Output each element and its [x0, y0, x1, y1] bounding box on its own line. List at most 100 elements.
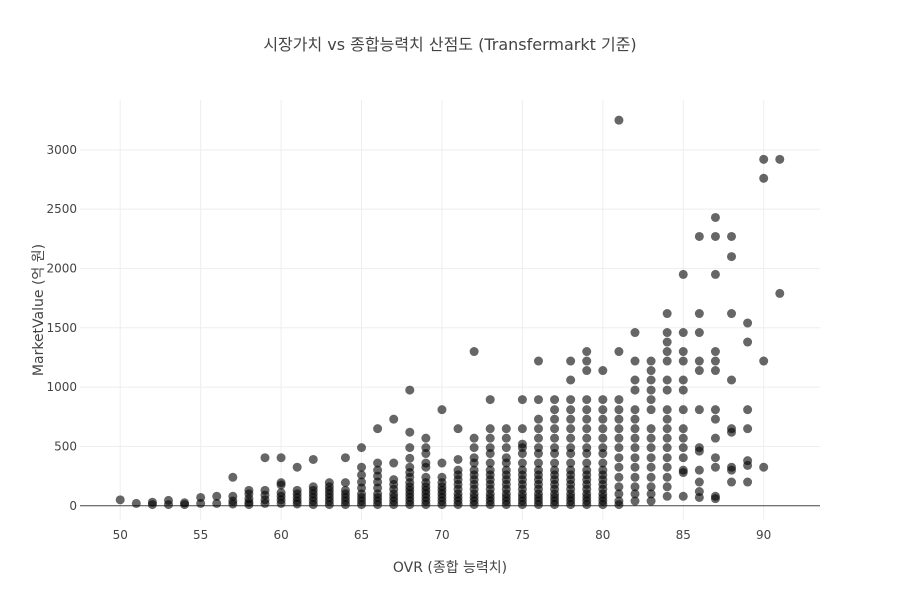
data-point	[630, 385, 640, 395]
data-point	[566, 356, 576, 366]
data-point	[710, 347, 720, 357]
data-point	[678, 424, 688, 434]
data-point	[566, 449, 576, 459]
data-point	[582, 347, 592, 357]
data-point	[485, 500, 495, 510]
data-point	[727, 231, 737, 241]
data-point	[614, 347, 624, 357]
data-point	[453, 424, 463, 434]
data-point	[517, 458, 527, 468]
data-point	[340, 478, 350, 488]
data-point	[485, 395, 495, 405]
data-point	[710, 231, 720, 241]
data-point	[710, 366, 720, 376]
data-point	[566, 395, 576, 405]
data-point	[614, 472, 624, 482]
data-point	[614, 115, 624, 125]
data-point	[517, 449, 527, 459]
data-point	[646, 356, 656, 366]
data-point	[180, 500, 190, 510]
data-point	[469, 347, 479, 357]
data-point	[292, 462, 302, 472]
data-point	[276, 480, 286, 490]
data-point	[582, 449, 592, 459]
data-point	[694, 446, 704, 456]
data-point	[710, 212, 720, 222]
data-point	[405, 453, 415, 463]
data-point	[582, 356, 592, 366]
x-axis-title: OVR (종합 능력치)	[393, 560, 507, 576]
data-point	[710, 494, 720, 504]
data-point	[566, 433, 576, 443]
data-point	[244, 500, 254, 510]
data-point	[775, 288, 785, 298]
data-point	[212, 491, 222, 501]
data-point	[598, 414, 608, 424]
data-point	[485, 424, 495, 434]
data-point	[501, 424, 511, 434]
data-point	[694, 366, 704, 376]
data-point	[566, 458, 576, 468]
data-point	[646, 482, 656, 492]
data-point	[501, 443, 511, 453]
x-tick-label: 65	[354, 528, 369, 542]
data-point	[662, 433, 672, 443]
data-point	[533, 433, 543, 443]
data-point	[614, 482, 624, 492]
data-point	[533, 395, 543, 405]
data-point	[727, 477, 737, 487]
data-point	[694, 231, 704, 241]
data-point	[759, 173, 769, 183]
data-point	[405, 443, 415, 453]
data-point	[550, 433, 560, 443]
data-point	[533, 424, 543, 434]
data-point	[533, 458, 543, 468]
data-point	[678, 269, 688, 279]
data-point	[662, 337, 672, 347]
x-tick-label: 50	[113, 528, 128, 542]
data-point	[550, 449, 560, 459]
x-tick-label: 85	[676, 528, 691, 542]
data-point	[421, 462, 431, 472]
data-points	[115, 115, 785, 510]
data-point	[357, 500, 367, 510]
data-point	[453, 454, 463, 464]
data-point	[630, 472, 640, 482]
data-point	[276, 498, 286, 508]
data-point	[260, 453, 270, 463]
data-point	[678, 433, 688, 443]
data-point	[743, 337, 753, 347]
data-point	[646, 375, 656, 385]
data-point	[727, 465, 737, 475]
data-point	[694, 356, 704, 366]
data-point	[373, 458, 383, 468]
data-point	[517, 500, 527, 510]
data-point	[646, 424, 656, 434]
data-point	[501, 458, 511, 468]
data-point	[727, 309, 737, 319]
x-tick-label: 70	[434, 528, 449, 542]
data-point	[694, 477, 704, 487]
data-point	[630, 375, 640, 385]
y-tick-label: 0	[69, 499, 77, 513]
y-tick-label: 2000	[46, 261, 77, 275]
data-point	[566, 500, 576, 510]
data-point	[598, 458, 608, 468]
data-point	[646, 472, 656, 482]
x-tick-label: 55	[193, 528, 208, 542]
data-point	[598, 500, 608, 510]
data-point	[550, 414, 560, 424]
y-tick-label: 1500	[46, 321, 77, 335]
data-point	[694, 309, 704, 319]
data-point	[533, 500, 543, 510]
data-point	[308, 454, 318, 464]
data-point	[710, 356, 720, 366]
data-point	[405, 385, 415, 395]
data-point	[662, 424, 672, 434]
data-point	[710, 433, 720, 443]
data-point	[678, 405, 688, 415]
y-axis-title: MarketValue (억 원)	[31, 244, 47, 376]
data-point	[743, 424, 753, 434]
data-point	[646, 405, 656, 415]
